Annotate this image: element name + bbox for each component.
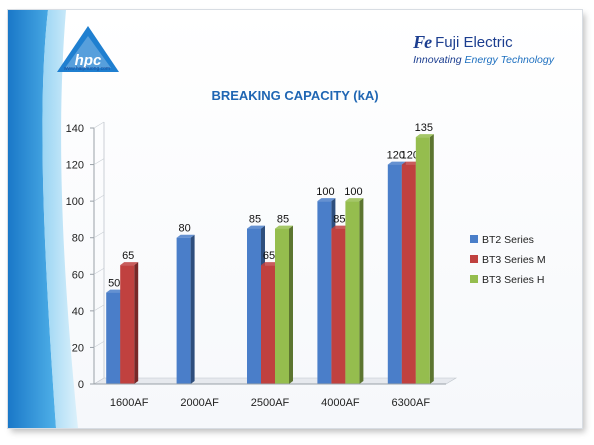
bar: [176, 237, 191, 384]
bar-top: [261, 262, 279, 266]
bar: [387, 164, 402, 384]
y-tick-depth: [93, 158, 105, 165]
y-tick-depth: [93, 341, 105, 348]
y-tick-label: 140: [66, 123, 84, 135]
bar-top: [317, 198, 336, 202]
legend-label: BT3 Series H: [482, 274, 544, 286]
bar-top: [401, 161, 420, 165]
x-tick-label: 2500AF: [251, 397, 290, 409]
bar-side: [289, 225, 293, 384]
bar-top: [345, 198, 364, 202]
bar: [345, 201, 360, 384]
data-label: 100: [344, 186, 362, 198]
y-tick-depth: [93, 194, 105, 202]
bar: [247, 228, 261, 384]
y-tick-label: 60: [72, 269, 84, 281]
data-label: 50: [108, 278, 120, 290]
logo-url: www.haiphuong.com: [63, 66, 111, 72]
data-label: 85: [333, 214, 345, 226]
data-label: 120: [401, 150, 419, 162]
bar-top: [275, 225, 293, 229]
slide: hpc www.haiphuong.com Fe Fuji Electric I…: [8, 10, 582, 428]
y-tick-label: 100: [66, 196, 84, 208]
bar-side: [190, 234, 195, 384]
y-tick-depth: [93, 268, 105, 275]
legend-label: BT3 Series M: [482, 254, 546, 266]
tagline-part2: Energy Technology: [464, 54, 554, 66]
bar-side: [359, 198, 364, 384]
y-tick-depth: [93, 304, 105, 312]
y-tick-label: 0: [78, 379, 84, 391]
bar-top: [176, 234, 195, 238]
hpc-logo-icon: hpc: [57, 26, 119, 72]
data-label: 80: [178, 223, 190, 235]
bar: [106, 292, 121, 384]
hpc-logo-text: hpc: [75, 52, 102, 69]
legend-swatch: [470, 255, 478, 263]
bar-side: [429, 134, 434, 384]
bar: [317, 201, 332, 384]
blue-swoosh-decoration: [8, 10, 78, 428]
bar: [401, 164, 416, 384]
bar-top: [106, 289, 125, 293]
x-tick-label: 1600AF: [110, 397, 149, 409]
data-label: 85: [249, 214, 261, 226]
x-tick-label: 4000AF: [321, 397, 360, 409]
x-tick-label: 6300AF: [392, 397, 431, 409]
bar-top: [415, 134, 434, 138]
data-label: 65: [263, 250, 275, 262]
bar-top: [331, 225, 350, 229]
bar: [415, 137, 430, 384]
legend-swatch: [470, 235, 478, 243]
chart-title: BREAKING CAPACITY (kA): [211, 88, 379, 103]
fuji-electric-logo: Fe Fuji Electric Innovating Energy Techn…: [413, 32, 554, 66]
data-label: 100: [316, 186, 334, 198]
legend-label: BT2 Series: [482, 234, 534, 246]
bar-side: [134, 262, 139, 384]
bar: [120, 265, 135, 384]
data-label: 120: [387, 150, 405, 162]
bar: [331, 228, 346, 384]
data-label: 85: [277, 214, 289, 226]
y-tick-label: 80: [72, 233, 84, 245]
y-tick-depth: [93, 231, 105, 238]
y-tick-depth: [93, 121, 105, 129]
y-tick-label: 120: [66, 160, 84, 172]
fuji-mark-icon: Fe: [413, 32, 432, 52]
data-label: 65: [122, 250, 134, 262]
x-tick-label: 2000AF: [180, 397, 219, 409]
y-tick-depth: [93, 377, 105, 385]
bar: [275, 228, 289, 384]
breaking-capacity-chart: 0 20 40 60 80 100 120 140 50 65 1600AF 80 2000AF 85 65…: [66, 121, 546, 409]
legend-swatch: [470, 275, 478, 283]
y-tick-label: 40: [72, 306, 84, 318]
bar: [261, 265, 275, 384]
brand-name: Fuji Electric: [435, 34, 513, 51]
brand-tagline: Innovating Energy Technology: [413, 54, 554, 66]
data-label: 135: [415, 122, 433, 134]
bar-top: [120, 262, 139, 266]
tagline-part1: Innovating: [413, 54, 465, 66]
bar-top: [387, 161, 406, 165]
bar-top: [247, 225, 265, 229]
y-tick-label: 20: [72, 342, 84, 354]
